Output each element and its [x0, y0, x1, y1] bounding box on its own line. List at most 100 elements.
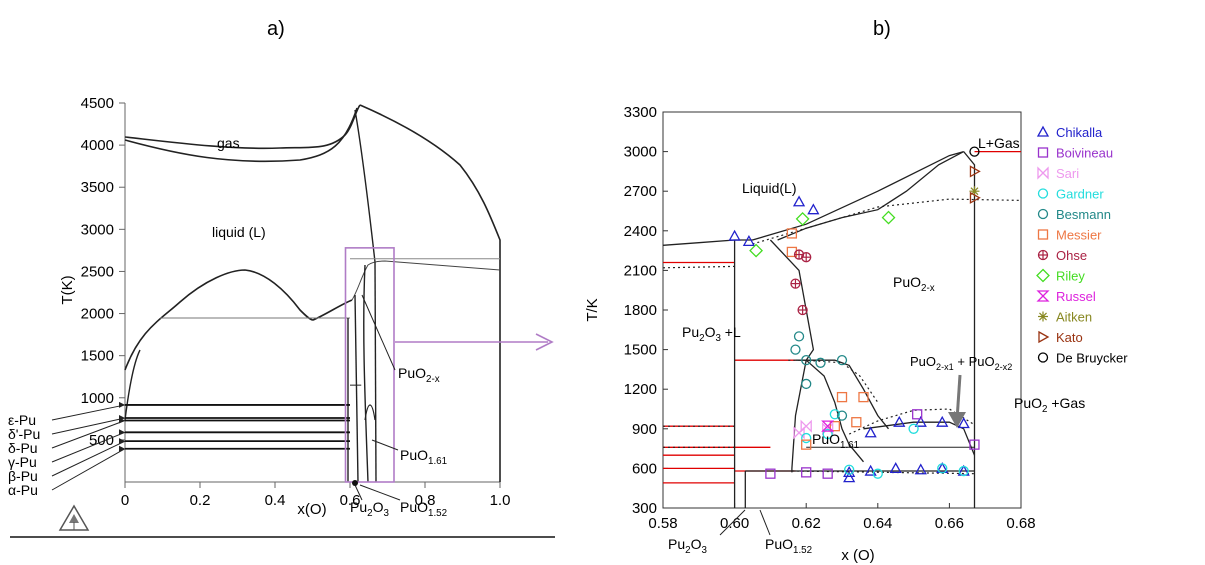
- chart-a-phase-arrow-head: [119, 438, 125, 445]
- panel-label-a: a): [267, 18, 285, 40]
- chart-a-liquidus-start: [124, 349, 141, 421]
- data-point-chikalla: [914, 415, 927, 427]
- marker-triangle: [914, 415, 927, 427]
- marker-square: [801, 467, 812, 478]
- data-point-gardner: [844, 464, 855, 475]
- chart-b-ytick-label: 600: [632, 460, 657, 477]
- chart-b-points: [728, 146, 981, 483]
- marker-bowtie: [1037, 166, 1049, 180]
- data-point-ohse: [797, 304, 808, 316]
- chart-a-puo2x-label: PuO2-x​: [398, 365, 440, 385]
- data-point-chikalla: [914, 463, 927, 475]
- chart-a-gas-boundary-upper: [124, 107, 358, 163]
- marker-circle: [1037, 188, 1049, 199]
- legend-label: De Bruycker: [1056, 351, 1128, 366]
- marker-circle-plus: [801, 252, 812, 263]
- marker-circle: [793, 331, 805, 342]
- chart-a-phase-arrow: [51, 404, 126, 421]
- data-point-chikalla: [864, 464, 877, 476]
- data-point-chikalla: [792, 195, 806, 207]
- marker-triangle-right: [969, 191, 981, 204]
- marker-hourglass: [1036, 290, 1050, 302]
- chart-b-ytick-label: 2400: [624, 223, 657, 240]
- marker-square: [829, 421, 840, 432]
- chart-a-gas-label: gas: [217, 135, 240, 151]
- chart-a-phase-arrow-head: [119, 417, 125, 424]
- legend-entry-messier: Messier: [1037, 228, 1102, 243]
- marker-square: [858, 391, 869, 403]
- data-point-messier: [801, 439, 812, 450]
- chart-b-pu2o3-label: Pu2O3​: [668, 536, 707, 556]
- chart-a-ytick-label: 4500: [81, 95, 114, 112]
- chart-b-ylabel: T/K: [584, 298, 601, 321]
- data-point-sari: [800, 419, 812, 433]
- data-point-de-bruycker: [969, 146, 980, 157]
- marker-circle: [822, 428, 833, 440]
- data-point-gardner: [908, 423, 919, 434]
- data-point-besmann: [801, 355, 812, 366]
- data-point-besmann: [815, 357, 826, 368]
- chart-a-leader: [371, 439, 399, 451]
- data-point-besmann: [801, 378, 812, 390]
- chart-a-phase-arrow: [51, 417, 126, 435]
- chart-a-xtick-label: 1.0: [490, 492, 511, 509]
- marker-star-ray: [1039, 312, 1047, 321]
- data-point-riley: [881, 210, 896, 225]
- marker-circle: [836, 410, 848, 421]
- chart-a-xtick-label: 0: [121, 492, 129, 509]
- chart-b-puo161-label: PuO1.61​: [812, 431, 859, 451]
- panel-label-b: b): [873, 18, 891, 40]
- chart-a-ylabel: T(K): [59, 275, 76, 304]
- legend-entry-gardner: Gardner: [1037, 187, 1104, 202]
- marker-square: [822, 468, 833, 479]
- marker-triangle-right: [1038, 330, 1050, 344]
- data-point-gardner: [937, 463, 948, 474]
- legend-entry-riley: Riley: [1036, 269, 1085, 284]
- marker-triangle: [792, 195, 806, 207]
- chart-b-boundaries: [662, 150, 1022, 508]
- data-point-chikalla: [893, 415, 906, 427]
- chart-a-ytick-label: 2000: [81, 306, 114, 323]
- marker-circle: [829, 409, 840, 420]
- legend-entry-kato: Kato: [1038, 330, 1083, 345]
- chart-b-boundary: [863, 421, 976, 456]
- data-point-besmann: [793, 331, 805, 342]
- marker-circle: [872, 468, 883, 479]
- data-point-chikalla: [728, 229, 741, 241]
- legend-label: Aitken: [1056, 310, 1092, 325]
- chart-a-puo2-boundary: [351, 260, 501, 301]
- chart-a-phase-label: ε-Pu: [8, 412, 36, 428]
- chart-a-ytick-label: 4000: [81, 137, 114, 154]
- data-point-besmann: [790, 344, 801, 355]
- chart-b-leader: [759, 509, 771, 536]
- legend-entry-besmann: Besmann: [1037, 207, 1111, 222]
- chart-b-xtick-label: 0.66: [935, 515, 964, 532]
- data-point-ohse: [793, 249, 805, 260]
- data-point-messier: [851, 417, 862, 428]
- chart-b-ytick-label: 1200: [624, 381, 657, 398]
- marker-square: [836, 391, 848, 403]
- data-point-ohse: [801, 252, 812, 263]
- data-point-chikalla: [843, 466, 856, 478]
- chart-a-phase-arrow: [51, 431, 126, 463]
- data-point-boivineau: [912, 409, 923, 420]
- data-point-russel: [821, 420, 835, 432]
- marker-square: [1037, 147, 1049, 158]
- data-point-kato: [969, 165, 981, 178]
- data-point-chikalla: [864, 426, 877, 438]
- marker-square: [786, 228, 798, 239]
- marker-circle-plus: [793, 249, 805, 260]
- data-point-boivineau: [969, 439, 980, 450]
- legend-label: Kato: [1056, 330, 1083, 345]
- chart-a-xtick-label: 0.4: [265, 492, 286, 509]
- chart-b-xlabel: x (O): [841, 547, 874, 564]
- marker-triangle: [957, 417, 970, 429]
- legend-label: Gardner: [1056, 187, 1104, 202]
- marker-diamond: [795, 212, 810, 226]
- chart-a-phase-label: β-Pu: [8, 468, 38, 484]
- legend-entry-russel: Russel: [1036, 289, 1096, 304]
- data-point-boivineau: [801, 467, 812, 478]
- marker-triangle-right: [969, 165, 981, 178]
- zoom-arrow-head: [535, 333, 554, 351]
- chart-a-ytick-label: 3500: [81, 179, 114, 196]
